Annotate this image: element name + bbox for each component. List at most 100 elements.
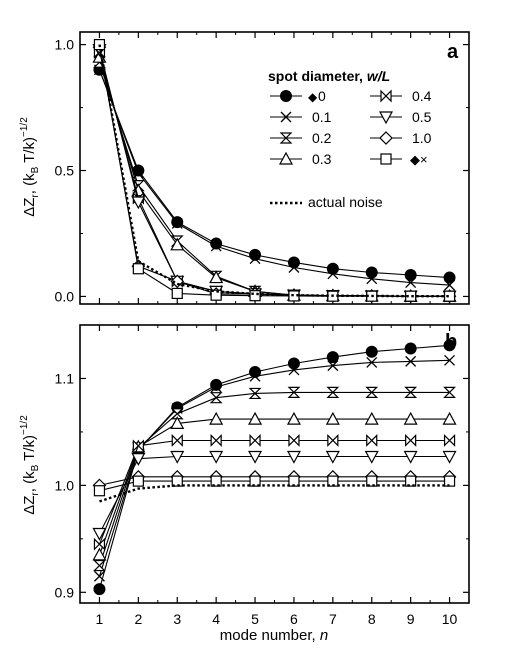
b-series-point: [443, 475, 456, 487]
b-series-point: [287, 357, 300, 370]
b-series-7: [93, 475, 456, 497]
legend-label: 0: [318, 88, 326, 104]
a-series-point: [170, 274, 185, 289]
panel-b: b ΔZr, (kB T/k)−1/2 123456789100.91.01.1…: [19, 324, 470, 644]
b-series-point: [326, 351, 339, 364]
b-series-point: [249, 366, 262, 379]
legend-symbol: ◆: [308, 90, 318, 104]
a-series-point: [443, 290, 456, 302]
legend-label: 0.4: [412, 88, 432, 104]
b-series-point: [443, 434, 456, 447]
a-series-point: [365, 266, 378, 279]
a-series-point: [288, 290, 300, 302]
b-series-point: [288, 364, 300, 376]
legend-label: 1.0: [412, 130, 432, 146]
panel-a-ylabel: ΔZr, (kB T/k)−1/2: [19, 117, 41, 217]
b-series-point: [442, 450, 457, 464]
a-series-7: [93, 38, 456, 302]
x-tick-label: 10: [442, 611, 458, 627]
b-series-line: [98, 439, 450, 545]
b-series-point: [365, 386, 379, 398]
x-tick-label: 7: [329, 611, 337, 627]
legend-label: 0.3: [312, 151, 332, 167]
legend-symbol: ◆×: [410, 152, 428, 167]
b-series-point: [132, 439, 144, 453]
x-axis-label: mode number, n: [220, 627, 328, 644]
b-series-point: [210, 378, 223, 391]
b-series-point: [327, 434, 339, 447]
b-series-line: [99, 455, 450, 534]
a-series-point: [210, 237, 223, 250]
legend-marker: [280, 90, 292, 102]
b-series-point: [403, 411, 418, 425]
x-tick-label: 4: [212, 611, 220, 627]
x-tick-label: 5: [251, 611, 259, 627]
b-series-point: [131, 453, 146, 466]
b-series-line: [99, 484, 450, 503]
b-y-tick-label: 1.0: [55, 477, 75, 493]
b-series-line: [98, 418, 450, 556]
b-series-point: [286, 411, 301, 425]
b-series-point: [366, 356, 378, 368]
b-series-point: [364, 411, 379, 425]
legend-entry: 1.0: [370, 130, 432, 146]
b-series-point: [442, 411, 457, 425]
b-series-point: [405, 475, 417, 487]
b-series-point: [171, 475, 183, 487]
b-y-tick-label: 1.1: [55, 370, 75, 386]
b-series-point: [249, 475, 261, 487]
b-series-point: [132, 475, 144, 487]
a-series-point: [249, 290, 261, 302]
b-series-point: [443, 339, 456, 352]
b-series-point: [327, 360, 339, 372]
b-series-point: [92, 547, 107, 561]
legend-marker: [380, 153, 392, 165]
a-series-line: [98, 44, 450, 297]
a-series-line: [98, 69, 450, 279]
x-tick-label: 1: [96, 611, 104, 627]
a-series-point: [404, 269, 417, 282]
a-series-point: [210, 289, 222, 301]
x-tick-label: 9: [407, 611, 415, 627]
legend-entry: 0.4: [370, 88, 432, 104]
b-series-point: [404, 386, 418, 398]
legend-entry: 0.1: [270, 109, 332, 125]
b-series-point: [366, 434, 378, 447]
b-series-point: [404, 342, 417, 355]
b-series-point: [93, 485, 106, 497]
a-series-point: [405, 290, 417, 302]
b-series-point: [93, 570, 105, 582]
b-series-point: [93, 559, 106, 572]
b-series-point: [249, 434, 261, 447]
a-series-point: [93, 38, 106, 51]
a-series-point: [327, 268, 339, 280]
a-series-point: [249, 253, 261, 265]
legend-entry: 0.2: [270, 130, 332, 146]
b-series-point: [366, 475, 378, 487]
a-series-point: [326, 262, 339, 275]
a-series-point: [171, 287, 183, 300]
b-series-point: [170, 408, 184, 420]
legend-label: 0.5: [412, 109, 432, 125]
b-series-4: [93, 434, 456, 551]
b-series-5: [92, 450, 457, 541]
b-series-point: [365, 345, 378, 358]
b-series-point: [288, 434, 300, 447]
x-tick-label: 6: [290, 611, 298, 627]
b-series-point: [364, 450, 379, 464]
legend-entry: ◆ 0: [270, 88, 326, 104]
b-series-point: [326, 386, 340, 398]
legend-marker: [380, 89, 392, 103]
b-series-point: [171, 434, 183, 447]
x-tick-label: 8: [368, 611, 376, 627]
a-series-point: [444, 279, 456, 291]
b-series-line: [98, 359, 450, 577]
legend-marker: [378, 111, 394, 125]
a-y-tick-label: 0.5: [55, 163, 75, 179]
b-series-point: [210, 475, 222, 487]
legend-title: spot diameter, w/L: [268, 68, 390, 84]
b-series-line: [99, 476, 450, 486]
a-series-point: [405, 277, 417, 289]
legend-entry: 0.3: [270, 151, 332, 167]
